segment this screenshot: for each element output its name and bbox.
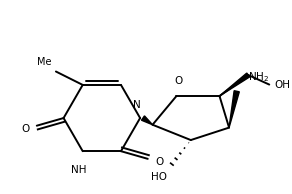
Text: OH: OH bbox=[274, 80, 290, 90]
Polygon shape bbox=[141, 116, 152, 125]
Polygon shape bbox=[229, 91, 239, 128]
Text: O: O bbox=[174, 76, 182, 87]
Text: HO: HO bbox=[151, 172, 167, 182]
Text: O: O bbox=[21, 124, 29, 134]
Text: NH: NH bbox=[71, 165, 87, 175]
Text: Me: Me bbox=[36, 57, 51, 67]
Text: O: O bbox=[155, 157, 164, 167]
Text: N: N bbox=[133, 100, 141, 110]
Text: NH$_2$: NH$_2$ bbox=[248, 70, 269, 84]
Polygon shape bbox=[220, 73, 250, 96]
